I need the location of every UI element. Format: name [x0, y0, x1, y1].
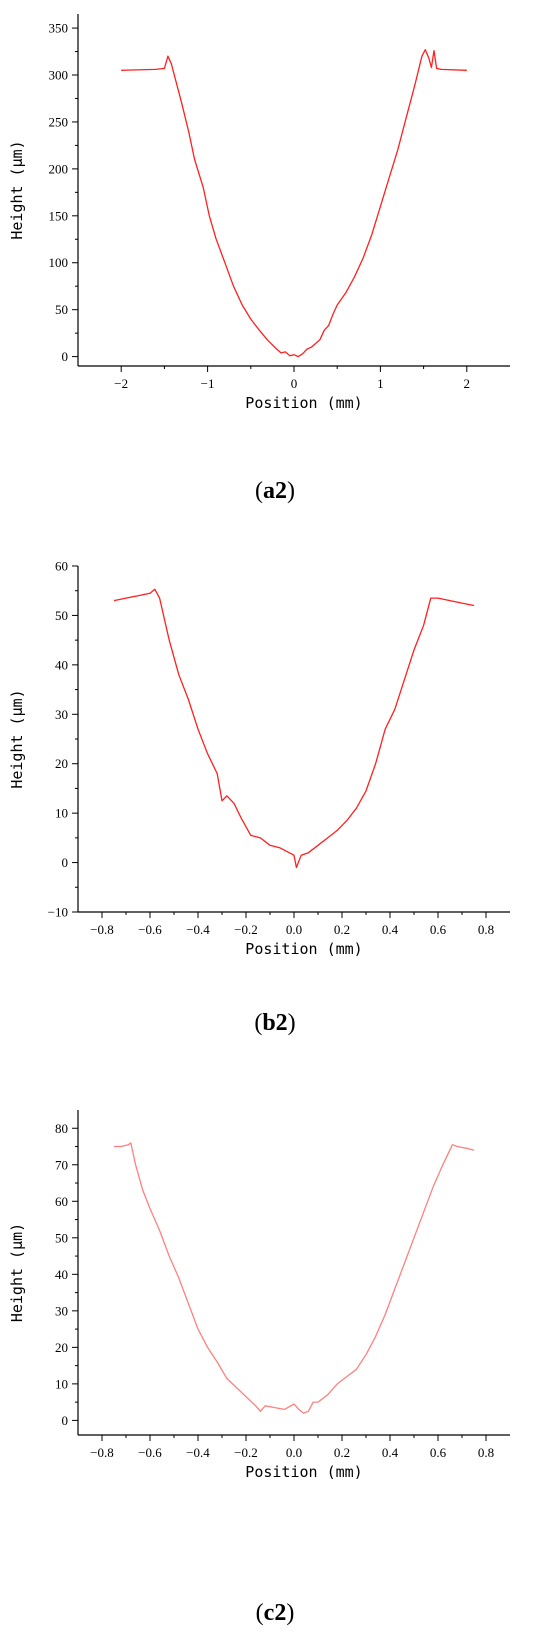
y-tick-label: −10: [48, 905, 68, 920]
chart-caption-b2: (b2): [254, 1010, 296, 1036]
chart-panel-b2: −0.8 −0.6 −0.4 −0.2 0.0 0.2 0.4 0.6 0.8 −10 0 10 20 3…: [0, 559, 550, 1090]
y-tick-label: 70: [55, 1157, 68, 1172]
y-tick-label: 0: [62, 855, 69, 870]
y-tick-label: 150: [49, 208, 69, 223]
chart-caption-c2: (c2): [255, 1600, 295, 1626]
x-tick-label: −1: [201, 376, 215, 391]
x-tick-label: −0.6: [138, 922, 162, 937]
x-tick-label: −0.2: [234, 922, 258, 937]
y-tick-label: 300: [49, 68, 69, 83]
y-tick-label: 60: [55, 559, 68, 574]
y-tick-label: 100: [49, 255, 69, 270]
x-axis-title: Position (mm): [245, 1463, 362, 1481]
x-tick-label: 0.6: [430, 1445, 447, 1460]
chart-caption-a2: (a2): [255, 478, 295, 504]
y-tick-label: 50: [55, 1230, 68, 1245]
x-tick-label: −0.6: [138, 1445, 162, 1460]
y-tick-label: 50: [55, 302, 68, 317]
x-tick-label: −2: [114, 376, 128, 391]
x-tick-label: 2: [464, 376, 471, 391]
x-tick-label: 0.4: [382, 922, 399, 937]
y-tick-label: 60: [55, 1194, 68, 1209]
chart-svg-c2: −0.8 −0.6 −0.4 −0.2 0.0 0.2 0.4 0.6 0.8 0 10 20 30 40…: [8, 1110, 510, 1481]
x-tick-label: −0.8: [90, 922, 114, 937]
data-series-line: [113, 588, 475, 869]
y-axis-title: Height (μm): [8, 140, 26, 239]
y-tick-label: 350: [49, 21, 69, 36]
chart-panel-a2: −2 −1 0 1 2 0 50 100 150 200 250 300 350 Position (mm…: [0, 0, 550, 525]
y-tick-label: 80: [55, 1121, 68, 1136]
x-tick-label: 0: [291, 376, 298, 391]
x-tick-label: 0.2: [334, 1445, 350, 1460]
x-tick-label: 0.6: [430, 922, 447, 937]
x-tick-label: 0.0: [286, 1445, 302, 1460]
x-tick-label: −0.8: [90, 1445, 114, 1460]
y-tick-label: 20: [55, 756, 68, 771]
y-tick-label: 10: [55, 1376, 68, 1391]
y-tick-label: 0: [62, 349, 69, 364]
y-axis-title: Height (μm): [8, 1223, 26, 1322]
x-tick-label: 0.2: [334, 922, 350, 937]
x-tick-label: 0.4: [382, 1445, 399, 1460]
x-tick-label: −0.4: [186, 922, 210, 937]
x-tick-label: 1: [377, 376, 384, 391]
y-tick-label: 50: [55, 608, 68, 623]
x-tick-label: −0.4: [186, 1445, 210, 1460]
data-series-line: [121, 49, 467, 358]
y-tick-label: 10: [55, 806, 68, 821]
chart-svg-b2: −0.8 −0.6 −0.4 −0.2 0.0 0.2 0.4 0.6 0.8 −10 0 10 20 3…: [8, 559, 510, 958]
y-tick-label: 20: [55, 1340, 68, 1355]
data-series-line: [114, 1142, 475, 1414]
chart-svg-a2: −2 −1 0 1 2 0 50 100 150 200 250 300 350 Position (mm…: [8, 14, 510, 412]
y-tick-label: 200: [49, 161, 69, 176]
x-axis-title: Position (mm): [245, 394, 362, 412]
x-tick-label: 0.8: [478, 922, 494, 937]
y-tick-label: 40: [55, 1267, 68, 1282]
x-tick-label: −0.2: [234, 1445, 258, 1460]
x-tick-label: 0.0: [286, 922, 302, 937]
y-tick-label: 30: [55, 1303, 68, 1318]
x-tick-label: 0.8: [478, 1445, 494, 1460]
y-tick-label: 0: [62, 1413, 69, 1428]
chart-panel-c2: −0.8 −0.6 −0.4 −0.2 0.0 0.2 0.4 0.6 0.8 0 10 20 30 40…: [0, 1110, 550, 1647]
y-tick-label: 30: [55, 707, 68, 722]
y-axis-title: Height (μm): [8, 689, 26, 788]
y-tick-label: 250: [49, 114, 69, 129]
x-axis-title: Position (mm): [245, 940, 362, 958]
y-tick-label: 40: [55, 657, 68, 672]
